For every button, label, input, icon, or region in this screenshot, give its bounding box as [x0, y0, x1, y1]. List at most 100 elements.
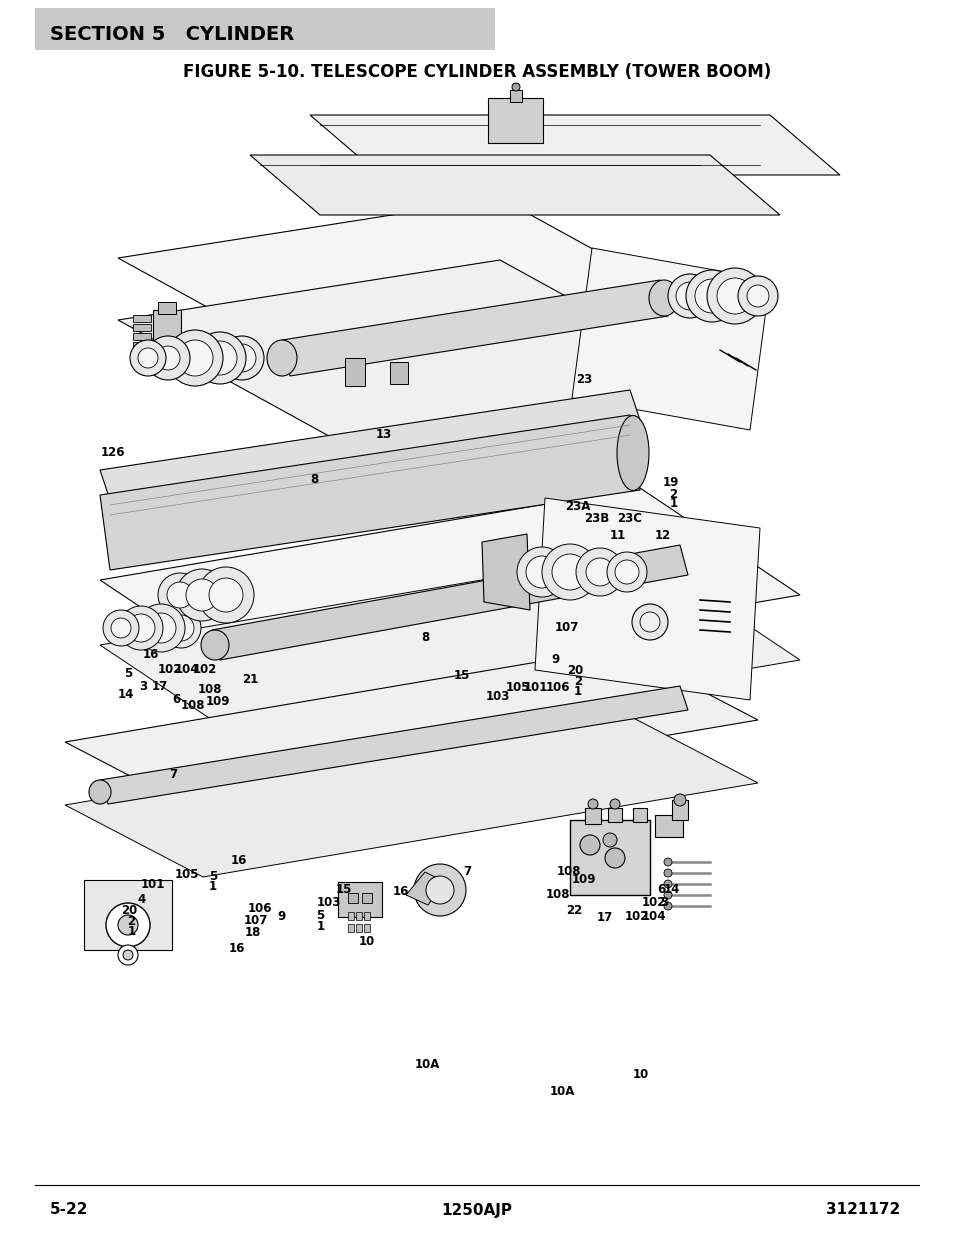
Circle shape	[118, 915, 138, 935]
Text: 18: 18	[244, 926, 261, 939]
Circle shape	[137, 604, 185, 652]
Circle shape	[587, 799, 598, 809]
Text: 23C: 23C	[617, 513, 641, 525]
Text: 9: 9	[551, 653, 558, 666]
Bar	[132, 315, 151, 322]
Text: 16: 16	[228, 942, 245, 955]
Polygon shape	[100, 390, 639, 500]
Circle shape	[579, 835, 599, 855]
Circle shape	[193, 332, 246, 384]
Text: 6: 6	[657, 883, 664, 895]
Circle shape	[631, 604, 667, 640]
Bar	[607, 808, 621, 823]
Text: 1: 1	[209, 881, 216, 893]
Circle shape	[209, 578, 243, 613]
Text: 9: 9	[277, 910, 285, 923]
Text: 2: 2	[669, 488, 677, 500]
Circle shape	[426, 876, 454, 904]
Circle shape	[103, 610, 139, 646]
Circle shape	[552, 555, 587, 590]
Circle shape	[175, 569, 228, 621]
Text: SECTION 5   CYLINDER: SECTION 5 CYLINDER	[50, 25, 294, 43]
Polygon shape	[100, 685, 687, 804]
Circle shape	[177, 340, 213, 375]
Text: 10A: 10A	[415, 1058, 439, 1071]
Polygon shape	[282, 280, 667, 375]
Circle shape	[606, 552, 646, 592]
Polygon shape	[65, 711, 758, 877]
Bar	[348, 893, 357, 903]
Text: 10: 10	[358, 935, 375, 947]
Circle shape	[130, 340, 166, 375]
Circle shape	[604, 848, 624, 868]
Circle shape	[146, 336, 190, 380]
Bar	[633, 808, 646, 823]
Text: 106: 106	[247, 903, 272, 915]
Circle shape	[717, 278, 752, 314]
Text: 21: 21	[241, 673, 258, 685]
Bar	[152, 310, 181, 354]
Text: 103: 103	[485, 690, 510, 703]
Circle shape	[609, 799, 619, 809]
Polygon shape	[406, 872, 444, 905]
Text: 1: 1	[316, 920, 324, 932]
Text: 108: 108	[556, 866, 580, 878]
Bar	[355, 911, 361, 920]
Bar	[655, 815, 682, 837]
Circle shape	[676, 282, 703, 310]
Circle shape	[685, 270, 738, 322]
Text: 7: 7	[463, 866, 471, 878]
Circle shape	[111, 618, 131, 638]
Text: 16: 16	[142, 648, 159, 661]
Circle shape	[123, 950, 132, 960]
Polygon shape	[481, 534, 530, 610]
Polygon shape	[212, 545, 687, 659]
Text: 101: 101	[523, 682, 548, 694]
Bar	[355, 924, 361, 932]
Text: 15: 15	[335, 883, 352, 895]
Circle shape	[738, 275, 778, 316]
Bar	[345, 358, 365, 387]
Text: FIGURE 5-10. TELESCOPE CYLINDER ASSEMBLY (TOWER BOOM): FIGURE 5-10. TELESCOPE CYLINDER ASSEMBLY…	[183, 63, 770, 82]
Bar	[671, 800, 687, 820]
Text: 5: 5	[209, 871, 216, 883]
Circle shape	[695, 279, 728, 312]
Text: 5-22: 5-22	[50, 1203, 89, 1218]
Text: 107: 107	[243, 914, 268, 926]
Circle shape	[146, 613, 175, 643]
Polygon shape	[100, 415, 639, 571]
Text: 102: 102	[157, 663, 182, 676]
Ellipse shape	[648, 280, 679, 316]
Text: 12: 12	[654, 530, 671, 542]
Bar	[348, 924, 354, 932]
Polygon shape	[572, 248, 769, 430]
Polygon shape	[100, 488, 800, 687]
Ellipse shape	[267, 340, 296, 375]
Circle shape	[203, 341, 236, 375]
Bar	[390, 362, 408, 384]
Polygon shape	[310, 115, 840, 175]
Text: 7: 7	[170, 768, 177, 781]
Circle shape	[156, 346, 180, 370]
Text: 8: 8	[311, 473, 318, 485]
Text: 2: 2	[128, 915, 135, 927]
Ellipse shape	[201, 630, 229, 659]
Ellipse shape	[89, 781, 111, 804]
Bar	[361, 893, 372, 903]
Circle shape	[667, 274, 711, 317]
Circle shape	[414, 864, 465, 916]
Text: 102: 102	[640, 897, 665, 909]
Circle shape	[706, 268, 762, 324]
Text: 14: 14	[117, 688, 134, 700]
Bar	[510, 90, 521, 103]
Bar	[569, 820, 649, 895]
Text: 5: 5	[316, 909, 324, 921]
Text: 23: 23	[575, 373, 592, 385]
Bar	[158, 303, 175, 314]
Circle shape	[220, 336, 264, 380]
Text: 3: 3	[659, 897, 667, 909]
Text: 103: 103	[316, 897, 341, 909]
Bar	[584, 808, 600, 824]
Circle shape	[161, 608, 201, 648]
Text: 108: 108	[180, 699, 205, 711]
